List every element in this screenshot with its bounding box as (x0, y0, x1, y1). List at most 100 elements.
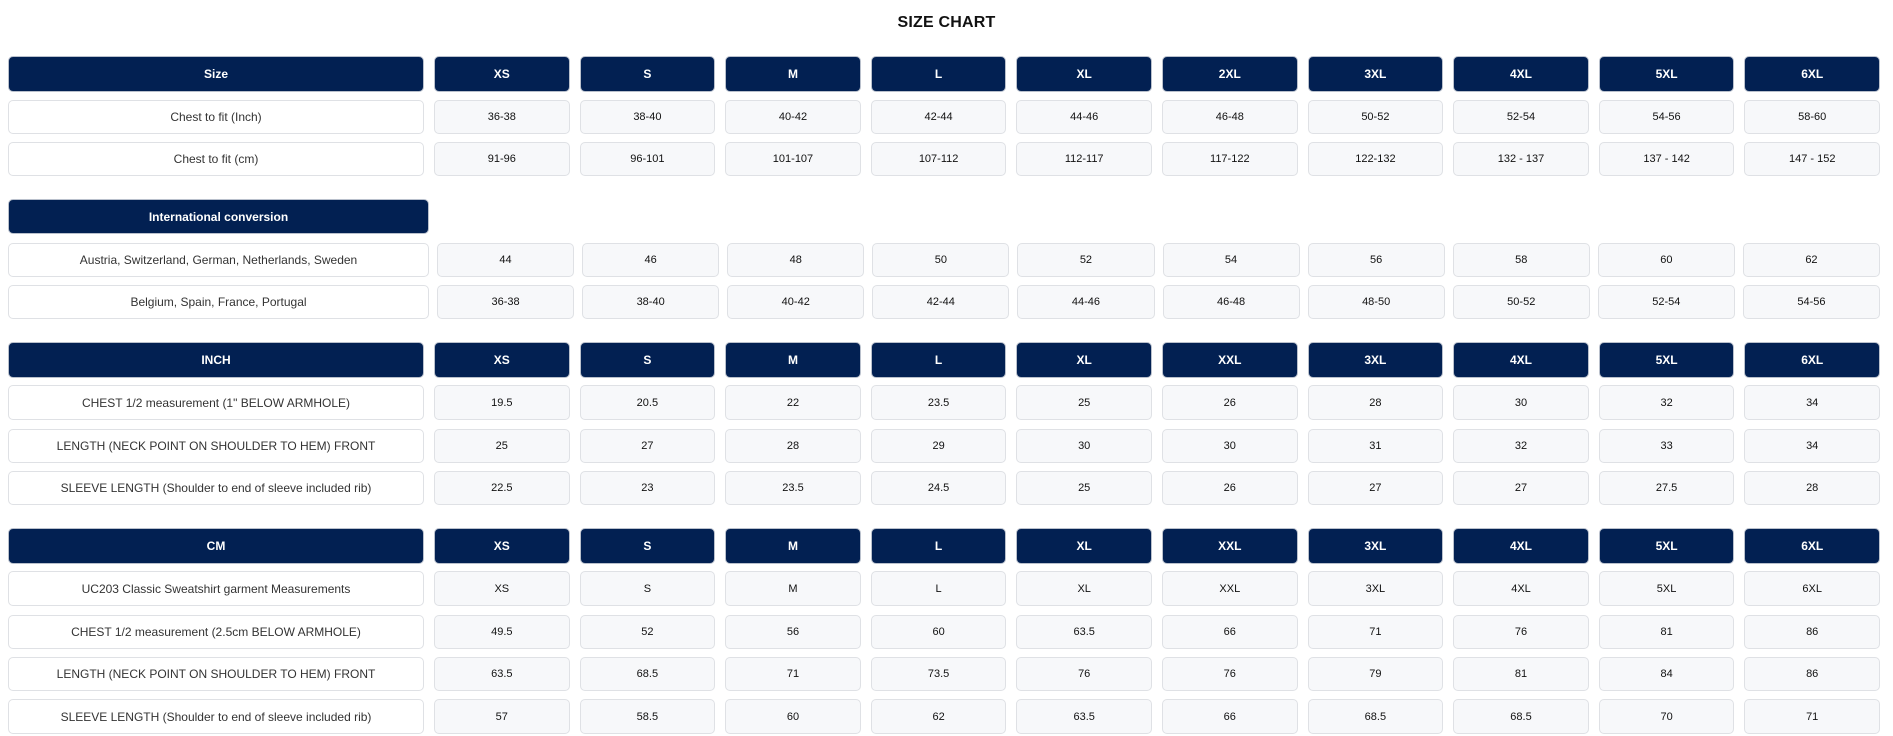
size-header-cell: 4XL (1453, 342, 1589, 378)
size-header-cell: M (725, 56, 861, 92)
value-cell: 60 (1597, 243, 1735, 277)
value-cell: 63.5 (1016, 699, 1152, 734)
value-cell: 62 (1742, 243, 1880, 277)
value-cell: XS (434, 571, 570, 606)
inch-header-row: INCH XS S M L XL XXL 3XL 4XL 5XL 6XL (8, 342, 1880, 378)
value-cell: 56 (725, 615, 861, 649)
size-header-cell: 6XL (1744, 56, 1880, 92)
value-cell: 96-101 (579, 142, 716, 176)
value-cell: 68.5 (1307, 699, 1444, 734)
value-cell: 66 (1162, 615, 1298, 649)
value-cell: 50 (872, 243, 1010, 277)
value-cell: 33 (1598, 429, 1735, 463)
row-label: Chest to fit (cm) (8, 142, 424, 176)
size-header-cell: L (870, 342, 1007, 378)
value-cell: 19.5 (434, 385, 570, 420)
value-cell: 54-56 (1598, 100, 1735, 134)
value-cell: 76 (1162, 657, 1298, 691)
value-cell: 26 (1162, 471, 1298, 505)
value-cell: 32 (1453, 429, 1589, 463)
size-header-row: Size XS S M L XL 2XL 3XL 4XL 5XL 6XL (8, 56, 1880, 92)
table-row: Austria, Switzerland, German, Netherland… (8, 243, 1880, 277)
value-cell: 68.5 (579, 657, 716, 691)
page-title: SIZE CHART (897, 14, 996, 31)
value-cell: 86 (1744, 615, 1880, 649)
value-cell: 60 (870, 615, 1007, 649)
value-cell: 4XL (1453, 571, 1589, 606)
value-cell: 40-42 (725, 100, 861, 134)
value-cell: 24.5 (870, 471, 1007, 505)
value-cell: 71 (725, 657, 861, 691)
size-header-cell: 3XL (1307, 342, 1444, 378)
value-cell: 56 (1307, 243, 1445, 277)
value-cell: 62 (870, 699, 1007, 734)
row-label: LENGTH (NECK POINT ON SHOULDER TO HEM) F… (8, 657, 424, 691)
value-cell: 42-44 (870, 100, 1007, 134)
value-cell: XL (1016, 571, 1152, 606)
value-cell: 101-107 (725, 142, 861, 176)
value-cell: S (579, 571, 716, 606)
value-cell: 48-50 (1307, 285, 1445, 319)
table-row: LENGTH (NECK POINT ON SHOULDER TO HEM) F… (8, 429, 1880, 463)
value-cell: 5XL (1598, 571, 1735, 606)
size-header-cell: 5XL (1598, 342, 1735, 378)
row-label: LENGTH (NECK POINT ON SHOULDER TO HEM) F… (8, 429, 424, 463)
value-cell: M (725, 571, 861, 606)
value-cell: 58.5 (579, 699, 716, 734)
size-header-cell: M (725, 528, 861, 564)
value-cell: 20.5 (579, 385, 716, 420)
size-header-cell: XXL (1162, 528, 1298, 564)
value-cell: 48 (727, 243, 865, 277)
size-header-cell: XS (434, 56, 570, 92)
value-cell: 23.5 (870, 385, 1007, 420)
value-cell: 81 (1453, 657, 1589, 691)
value-cell: 76 (1453, 615, 1589, 649)
row-label: UC203 Classic Sweatshirt garment Measure… (8, 571, 424, 606)
value-cell: 73.5 (870, 657, 1007, 691)
value-cell: 117-122 (1162, 142, 1298, 176)
size-header-cell: XL (1016, 56, 1152, 92)
row-label: Austria, Switzerland, German, Netherland… (8, 243, 429, 277)
value-cell: 52 (1017, 243, 1155, 277)
size-header-cell: 6XL (1744, 342, 1880, 378)
value-cell: 34 (1744, 385, 1880, 420)
row-label: Belgium, Spain, France, Portugal (8, 285, 429, 319)
size-header-cell: M (725, 342, 861, 378)
international-header-row: International conversion (8, 199, 1880, 234)
value-cell: 76 (1016, 657, 1152, 691)
value-cell: 58 (1452, 243, 1590, 277)
value-cell: L (870, 571, 1007, 606)
cm-section-title: CM (8, 528, 424, 564)
table-row: UC203 Classic Sweatshirt garment Measure… (8, 571, 1880, 606)
value-cell: 44-46 (1017, 285, 1155, 319)
value-cell: 38-40 (582, 285, 720, 319)
row-label: CHEST 1/2 measurement (2.5cm BELOW ARMHO… (8, 615, 424, 649)
value-cell: 81 (1598, 615, 1735, 649)
size-header-cell: S (579, 56, 716, 92)
table-row: CHEST 1/2 measurement (1" BELOW ARMHOLE)… (8, 385, 1880, 420)
value-cell: 132 - 137 (1453, 142, 1589, 176)
cm-header-row: CM XS S M L XL XXL 3XL 4XL 5XL 6XL (8, 528, 1880, 564)
table-row: SLEEVE LENGTH (Shoulder to end of sleeve… (8, 471, 1880, 505)
value-cell: XXL (1162, 571, 1298, 606)
value-cell: 122-132 (1307, 142, 1444, 176)
value-cell: 22.5 (434, 471, 570, 505)
value-cell: 50-52 (1452, 285, 1590, 319)
value-cell: 54 (1162, 243, 1300, 277)
table-row: Belgium, Spain, France, Portugal 36-38 38-… (8, 285, 1880, 319)
size-header-cell: XS (434, 342, 570, 378)
value-cell: 40-42 (727, 285, 865, 319)
international-section-title: International conversion (8, 199, 429, 234)
size-header-cell: L (870, 56, 1007, 92)
value-cell: 30 (1162, 429, 1298, 463)
value-cell: 91-96 (434, 142, 570, 176)
value-cell: 70 (1598, 699, 1735, 734)
value-cell: 32 (1598, 385, 1735, 420)
value-cell: 27.5 (1598, 471, 1735, 505)
value-cell: 38-40 (579, 100, 716, 134)
value-cell: 28 (1307, 385, 1444, 420)
value-cell: 28 (1744, 471, 1880, 505)
size-header-cell: XL (1016, 528, 1152, 564)
size-header-cell: XXL (1162, 342, 1298, 378)
value-cell: 25 (1016, 471, 1152, 505)
